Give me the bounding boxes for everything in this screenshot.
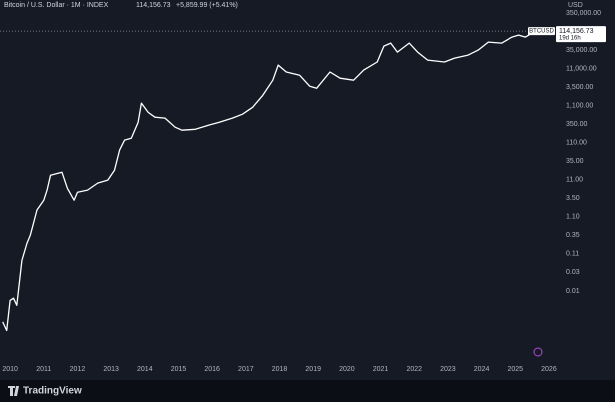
unit: USD (568, 2, 583, 9)
plot-bg (0, 0, 615, 380)
y-tick-label: 0.11 (566, 251, 579, 258)
footer (0, 380, 615, 402)
x-tick-label: 2015 (171, 366, 187, 373)
y-tick-label: 1,100.00 (566, 103, 593, 110)
logo-mark (8, 386, 19, 396)
price-tag: 114,156.73 (559, 28, 594, 35)
price-line (2, 30, 538, 332)
y-tick-label: 350,000.00 (566, 10, 601, 17)
x-tick-label: 2018 (272, 366, 288, 373)
last-price: 114,156.73 (136, 2, 171, 9)
x-tick-label: 2017 (238, 366, 254, 373)
symbol-title: Bitcoin / U.S. Dollar · 1M · INDEX (4, 2, 109, 9)
symbol-tag: BTCUSD (529, 29, 554, 35)
price-axis (555, 0, 615, 380)
x-tick-label: 2012 (70, 366, 86, 373)
x-tick-label: 2016 (204, 366, 220, 373)
y-tick-label: 35.00 (566, 158, 584, 165)
x-tick-label: 2020 (339, 366, 355, 373)
brand: TradingView (23, 386, 82, 397)
x-tick-label: 2011 (36, 366, 51, 373)
x-tick-label: 2021 (373, 366, 389, 373)
y-tick-label: 1.10 (566, 214, 580, 221)
x-tick-label: 2010 (2, 366, 18, 373)
y-tick-label: 110.00 (566, 140, 587, 147)
y-tick-label: 0.35 (566, 232, 580, 239)
countdown: 19d 16h (559, 36, 581, 42)
x-tick-label: 2013 (103, 366, 119, 373)
x-tick-label: 2014 (137, 366, 153, 373)
x-tick-label: 2024 (474, 366, 490, 373)
y-tick-label: 0.03 (566, 269, 580, 276)
event-icon[interactable] (533, 347, 543, 357)
y-tick-label: 3,500.00 (566, 84, 593, 91)
x-tick-label: 2019 (305, 366, 321, 373)
x-tick-label: 2022 (406, 366, 422, 373)
change: +5,859.99 (+5.41%) (176, 2, 238, 9)
y-tick-label: 0.01 (566, 288, 580, 295)
price-tag-bg (556, 26, 606, 43)
y-tick-label: 11,000.00 (566, 66, 597, 73)
y-tick-label: 11.00 (566, 177, 583, 184)
y-tick-label: 3.50 (566, 195, 580, 202)
symbol-tag-bg (528, 27, 555, 36)
x-tick-label: 2026 (541, 366, 557, 373)
y-tick-label: 350.00 (566, 121, 588, 128)
x-tick-label: 2023 (440, 366, 456, 373)
y-tick-label: 35,000.00 (566, 47, 597, 54)
x-tick-label: 2025 (507, 366, 523, 373)
